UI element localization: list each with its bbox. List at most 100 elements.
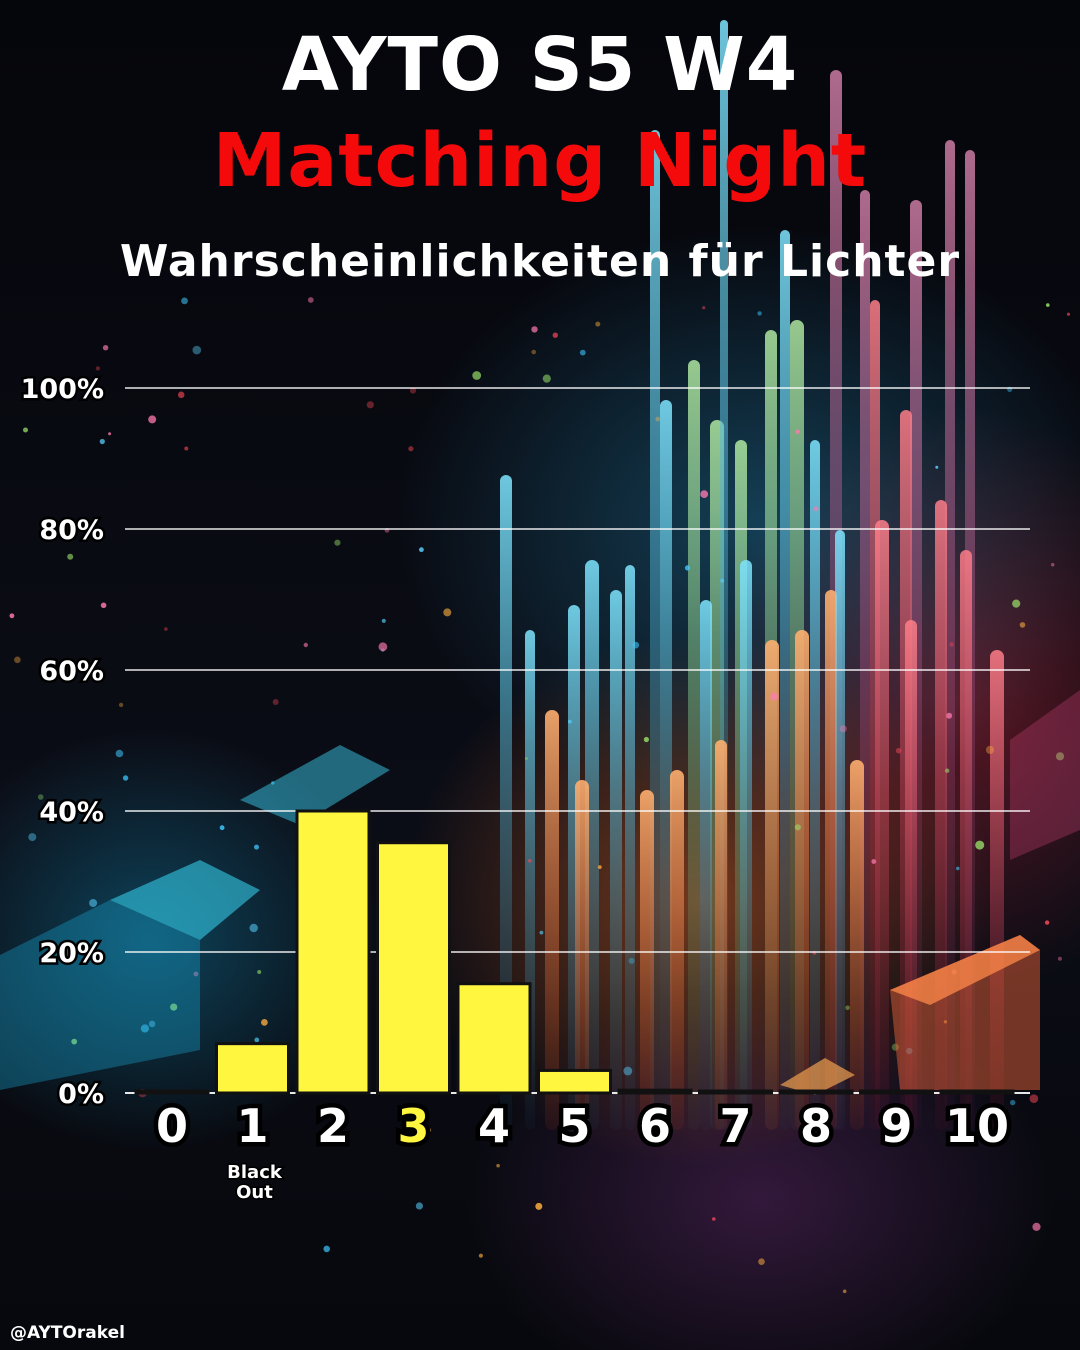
bar-5 — [537, 1068, 612, 1095]
background-dot — [839, 725, 847, 733]
background-dot — [427, 1128, 432, 1133]
background-dot — [95, 366, 100, 371]
background-dot — [757, 311, 762, 316]
background-dot — [272, 699, 279, 705]
background-dot — [871, 859, 877, 864]
background-dot — [895, 747, 902, 754]
x-tick-label: 3 — [397, 1099, 429, 1153]
bar-7 — [698, 1089, 773, 1095]
background-light-column — [670, 770, 684, 1130]
background-light-column — [740, 560, 752, 1130]
background-dot — [108, 432, 112, 436]
background-dot — [148, 415, 157, 424]
y-axis-ticks: 0% 20% 40% 60% 80% 100% — [18, 372, 106, 1113]
background-dot — [303, 642, 308, 648]
background-dot — [219, 825, 225, 831]
background-dot — [700, 490, 709, 498]
background-light-column — [810, 440, 820, 1130]
background-dot — [542, 374, 551, 383]
background-light-column — [825, 590, 837, 1130]
background-light-column — [545, 710, 559, 1130]
y-tick-label: 40% — [39, 797, 104, 828]
background-dot — [628, 957, 635, 964]
background-dot — [1046, 303, 1050, 307]
background-dot — [254, 844, 259, 850]
background-dot — [794, 824, 801, 831]
x-tick-label: 0 — [156, 1099, 188, 1153]
background-dot — [99, 438, 105, 445]
bar-8 — [778, 1089, 854, 1095]
y-tick-label: 0% — [58, 1079, 104, 1110]
bar-3 — [376, 841, 451, 1095]
background-dot — [115, 749, 124, 758]
background-dot — [472, 371, 482, 380]
background-dot — [795, 429, 800, 435]
x-tick-label: 6 — [639, 1099, 671, 1153]
background-dot — [643, 736, 650, 743]
background-dot — [261, 1019, 268, 1026]
bar-2 — [295, 809, 371, 1095]
background-dot — [37, 794, 44, 800]
background-light-column — [610, 590, 622, 1130]
background-dot — [307, 297, 314, 303]
background-dot — [720, 578, 725, 583]
background-dot — [181, 297, 188, 305]
background-light-column — [835, 530, 845, 1130]
background-light-column — [688, 360, 700, 1130]
background-dot — [1044, 920, 1050, 925]
background-dot — [443, 608, 452, 617]
background-light-column — [780, 230, 790, 1130]
background-dot — [408, 446, 414, 452]
background-dot — [71, 1038, 78, 1045]
annotation-black-out: Out — [236, 1182, 273, 1203]
background-dot — [535, 1202, 543, 1210]
background-dot — [758, 1258, 765, 1265]
background-dot — [257, 970, 262, 974]
y-tick-label: 20% — [39, 938, 104, 969]
annotation-black-out: Black — [227, 1162, 283, 1183]
background-dot — [419, 547, 424, 553]
bar-0 — [134, 1089, 210, 1095]
background-dot — [1010, 1099, 1016, 1106]
background-dot — [595, 321, 601, 327]
bar-9 — [859, 1089, 934, 1095]
background-light-column — [660, 400, 672, 1130]
background-light-column — [765, 640, 779, 1130]
bar-6 — [617, 1088, 693, 1095]
background-dot — [192, 345, 202, 355]
background-dot — [323, 1245, 331, 1253]
chart-title: AYTO S5 W4 — [281, 22, 799, 108]
y-tick-label: 60% — [39, 656, 104, 687]
background-dot — [524, 757, 528, 760]
background-dot — [164, 627, 168, 631]
background-dot — [249, 923, 258, 933]
background-dot — [1019, 622, 1026, 628]
background-dot — [528, 859, 532, 863]
background-dot — [1066, 312, 1071, 316]
background-dot — [366, 401, 374, 409]
background-dot — [702, 306, 706, 310]
background-dot — [1029, 1094, 1039, 1103]
background-light-column — [715, 740, 727, 1130]
background-dot — [1012, 599, 1021, 608]
background-dot — [409, 387, 417, 394]
x-tick-label: 9 — [880, 1099, 912, 1153]
background-dot — [100, 602, 107, 609]
background-dot — [170, 1003, 178, 1011]
account-handle: @AYTOrakel — [10, 1323, 125, 1343]
background-light-column — [700, 600, 712, 1130]
x-tick-label: 8 — [800, 1099, 832, 1153]
background-light-column — [575, 780, 589, 1130]
background-dot — [946, 712, 953, 719]
bar-10 — [939, 1089, 1015, 1095]
background-dot — [122, 775, 129, 781]
y-tick-label: 100% — [21, 374, 104, 405]
background-light-column — [640, 790, 654, 1130]
background-dot — [567, 719, 572, 724]
background-dot — [842, 1289, 847, 1294]
background-dot — [935, 465, 939, 469]
background-dot — [539, 930, 544, 935]
background-light-column — [500, 475, 512, 1130]
